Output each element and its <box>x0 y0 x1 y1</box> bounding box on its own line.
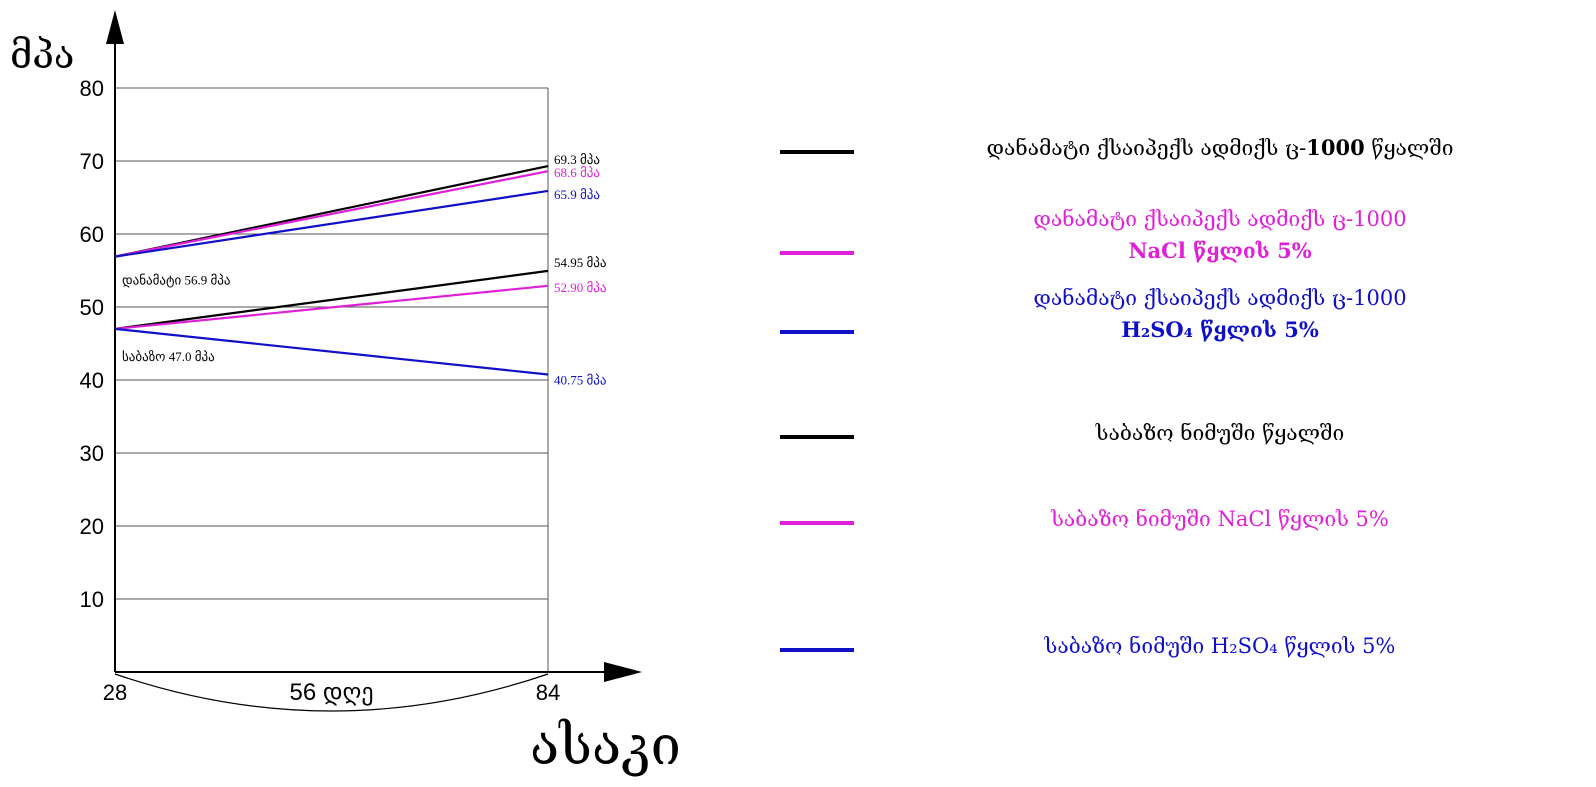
x-tick-28: 28 <box>103 680 127 705</box>
legend-text: საბაზო ნიმუში H₂SO₄ წყლის 5% <box>870 630 1570 662</box>
series-line-6 <box>114 327 549 376</box>
x-axis-label: ასაკი <box>530 714 681 777</box>
y-tick-40: 40 <box>80 368 104 393</box>
y-tick-10: 10 <box>80 587 104 612</box>
legend-swatch <box>780 330 854 334</box>
end-label-3: 65.9 მპა <box>554 187 600 202</box>
y-axis-label: მპა <box>10 33 74 77</box>
legend-line-1: დანამატი ქსაიპექს ადმიქს ც-1000 <box>870 203 1570 235</box>
series-line-2 <box>114 170 549 258</box>
legend-line-1: საბაზო ნიმუში H₂SO₄ წყლის 5% <box>870 630 1570 662</box>
legend-swatch <box>780 521 854 525</box>
start-annotation-2: საბაზო 47.0 მპა <box>122 349 215 364</box>
legend-swatch <box>780 251 854 255</box>
y-tick-20: 20 <box>80 514 104 539</box>
legend: დანამატი ქსაიპექს ადმიქს ც-1000 წყალში და… <box>780 0 1580 787</box>
legend-line-1-text: საბაზო ნიმუში წყალში <box>1095 421 1345 445</box>
end-label-2: 68.6 მპა <box>554 165 600 180</box>
legend-line-1-text: საბაზო ნიმუში NaCl წყლის 5% <box>1051 507 1389 531</box>
legend-line-2: H₂SO₄ წყლის 5% <box>1121 317 1319 342</box>
legend-line-1-text: დანამატი ქსაიპექს ადმიქს ც-1000 <box>1033 207 1407 231</box>
legend-swatch <box>780 648 854 652</box>
x-axis-arrow <box>604 662 642 682</box>
legend-item-3: დანამატი ქსაიპექს ადმიქს ც-1000 H₂SO₄ წყლ… <box>780 286 1580 392</box>
legend-item-1: დანამატი ქსაიპექს ადმიქს ც-1000 წყალში <box>780 132 1580 212</box>
y-tick-30: 30 <box>80 441 104 466</box>
legend-line-2: NaCl წყლის 5% <box>1128 238 1312 263</box>
end-label-6: 40.75 მპა <box>554 373 607 388</box>
end-label-4: 54.95 მპა <box>554 255 607 270</box>
legend-line-1-text: საბაზო ნიმუში H₂SO₄ წყლის 5% <box>1044 634 1396 658</box>
legend-line-1-bold: 1000 <box>1306 135 1365 160</box>
legend-swatch <box>780 150 854 154</box>
grid-lines <box>115 87 549 672</box>
y-axis-arrow <box>106 10 124 44</box>
legend-text: საბაზო ნიმუში წყალში <box>870 417 1570 449</box>
legend-line-1-tail: წყალში <box>1364 136 1454 160</box>
legend-item-4: საბაზო ნიმუში წყალში <box>780 417 1580 497</box>
series-lines <box>114 165 549 376</box>
y-tick-60: 60 <box>80 222 104 247</box>
legend-item-5: საბაზო ნიმუში NaCl წყლის 5% <box>780 503 1580 583</box>
end-label-5: 52.90 მპა <box>554 280 607 295</box>
legend-text: დანამატი ქსაიპექს ადმიქს ც-1000 H₂SO₄ წყლ… <box>870 282 1570 346</box>
x-tick-labels: 28 84 <box>103 680 560 705</box>
y-tick-80: 80 <box>80 76 104 101</box>
series-line-3 <box>114 189 549 258</box>
y-tick-50: 50 <box>80 295 104 320</box>
legend-text: დანამატი ქსაიპექს ადმიქს ც-1000 NaCl წყლი… <box>870 203 1570 267</box>
legend-line-1: დანამატი ქსაიპექს ადმიქს ც-1000 წყალში <box>870 132 1570 164</box>
x-tick-84: 84 <box>536 680 560 705</box>
legend-item-2: დანამატი ქსაიპექს ადმიქს ც-1000 NaCl წყლი… <box>780 207 1580 313</box>
end-label-1: 69.3 მპა <box>554 152 600 167</box>
legend-line-1: დანამატი ქსაიპექს ადმიქს ც-1000 <box>870 282 1570 314</box>
legend-line-1-text: დანამატი ქსაიპექს ადმიქს ც- <box>986 136 1307 160</box>
x-span-label: 56 დღე <box>289 679 373 706</box>
legend-item-6: საბაზო ნიმუში H₂SO₄ წყლის 5% <box>780 630 1580 710</box>
legend-swatch <box>780 435 854 439</box>
x-span-arc <box>114 673 549 712</box>
series-line-5 <box>114 284 549 330</box>
y-tick-labels: 10 20 30 40 50 60 70 80 <box>80 76 104 612</box>
legend-line-1-text: დანამატი ქსაიპექს ადმიქს ც-1000 <box>1033 286 1407 310</box>
legend-text: დანამატი ქსაიპექს ადმიქს ც-1000 წყალში <box>870 132 1570 164</box>
y-tick-70: 70 <box>80 149 104 174</box>
legend-text: საბაზო ნიმუში NaCl წყლის 5% <box>870 503 1570 535</box>
axes <box>106 10 642 682</box>
start-annotation-1: დანამატი 56.9 მპა <box>122 273 231 289</box>
legend-line-1: საბაზო ნიმუში NaCl წყლის 5% <box>870 503 1570 535</box>
series-line-4 <box>114 269 549 330</box>
legend-line-1: საბაზო ნიმუში წყალში <box>870 417 1570 449</box>
